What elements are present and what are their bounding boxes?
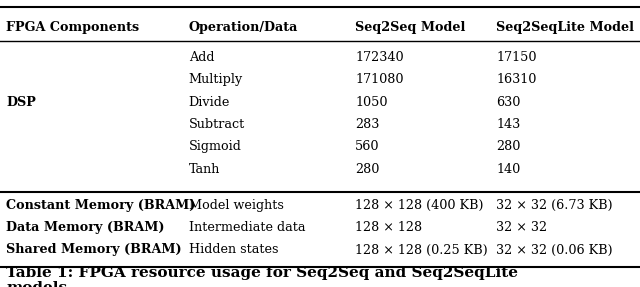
Text: 560: 560 <box>355 140 380 154</box>
Text: Hidden states: Hidden states <box>189 243 278 257</box>
Text: 17150: 17150 <box>496 51 536 64</box>
Text: Add: Add <box>189 51 214 64</box>
Text: Data Memory (BRAM): Data Memory (BRAM) <box>6 221 165 234</box>
Text: 32 × 32 (6.73 KB): 32 × 32 (6.73 KB) <box>496 199 612 212</box>
Text: Intermediate data: Intermediate data <box>189 221 305 234</box>
Text: Table 1: FPGA resource usage for Seq2Seq and Seq2SeqLite: Table 1: FPGA resource usage for Seq2Seq… <box>6 266 518 280</box>
Text: 280: 280 <box>355 163 380 176</box>
Text: Tanh: Tanh <box>189 163 220 176</box>
Text: Sigmoid: Sigmoid <box>189 140 242 154</box>
Text: Subtract: Subtract <box>189 118 245 131</box>
Text: Seq2SeqLite Model: Seq2SeqLite Model <box>496 21 634 34</box>
Text: 172340: 172340 <box>355 51 404 64</box>
Text: Multiply: Multiply <box>189 73 243 86</box>
Text: Model weights: Model weights <box>189 199 284 212</box>
Text: 283: 283 <box>355 118 380 131</box>
Text: 32 × 32 (0.06 KB): 32 × 32 (0.06 KB) <box>496 243 612 257</box>
Text: Seq2Seq Model: Seq2Seq Model <box>355 21 465 34</box>
Text: models.: models. <box>6 282 73 287</box>
Text: 16310: 16310 <box>496 73 536 86</box>
Text: 630: 630 <box>496 96 520 109</box>
Text: Constant Memory (BRAM): Constant Memory (BRAM) <box>6 199 196 212</box>
Text: 143: 143 <box>496 118 520 131</box>
Text: 128 × 128 (0.25 KB): 128 × 128 (0.25 KB) <box>355 243 488 257</box>
Text: 128 × 128: 128 × 128 <box>355 221 422 234</box>
Text: 128 × 128 (400 KB): 128 × 128 (400 KB) <box>355 199 484 212</box>
Text: Shared Memory (BRAM): Shared Memory (BRAM) <box>6 243 182 257</box>
Text: Operation/Data: Operation/Data <box>189 21 298 34</box>
Text: 171080: 171080 <box>355 73 404 86</box>
Text: 1050: 1050 <box>355 96 388 109</box>
Text: Divide: Divide <box>189 96 230 109</box>
Text: FPGA Components: FPGA Components <box>6 21 140 34</box>
Text: 32 × 32: 32 × 32 <box>496 221 547 234</box>
Text: 280: 280 <box>496 140 520 154</box>
Text: 140: 140 <box>496 163 520 176</box>
Text: DSP: DSP <box>6 96 36 109</box>
